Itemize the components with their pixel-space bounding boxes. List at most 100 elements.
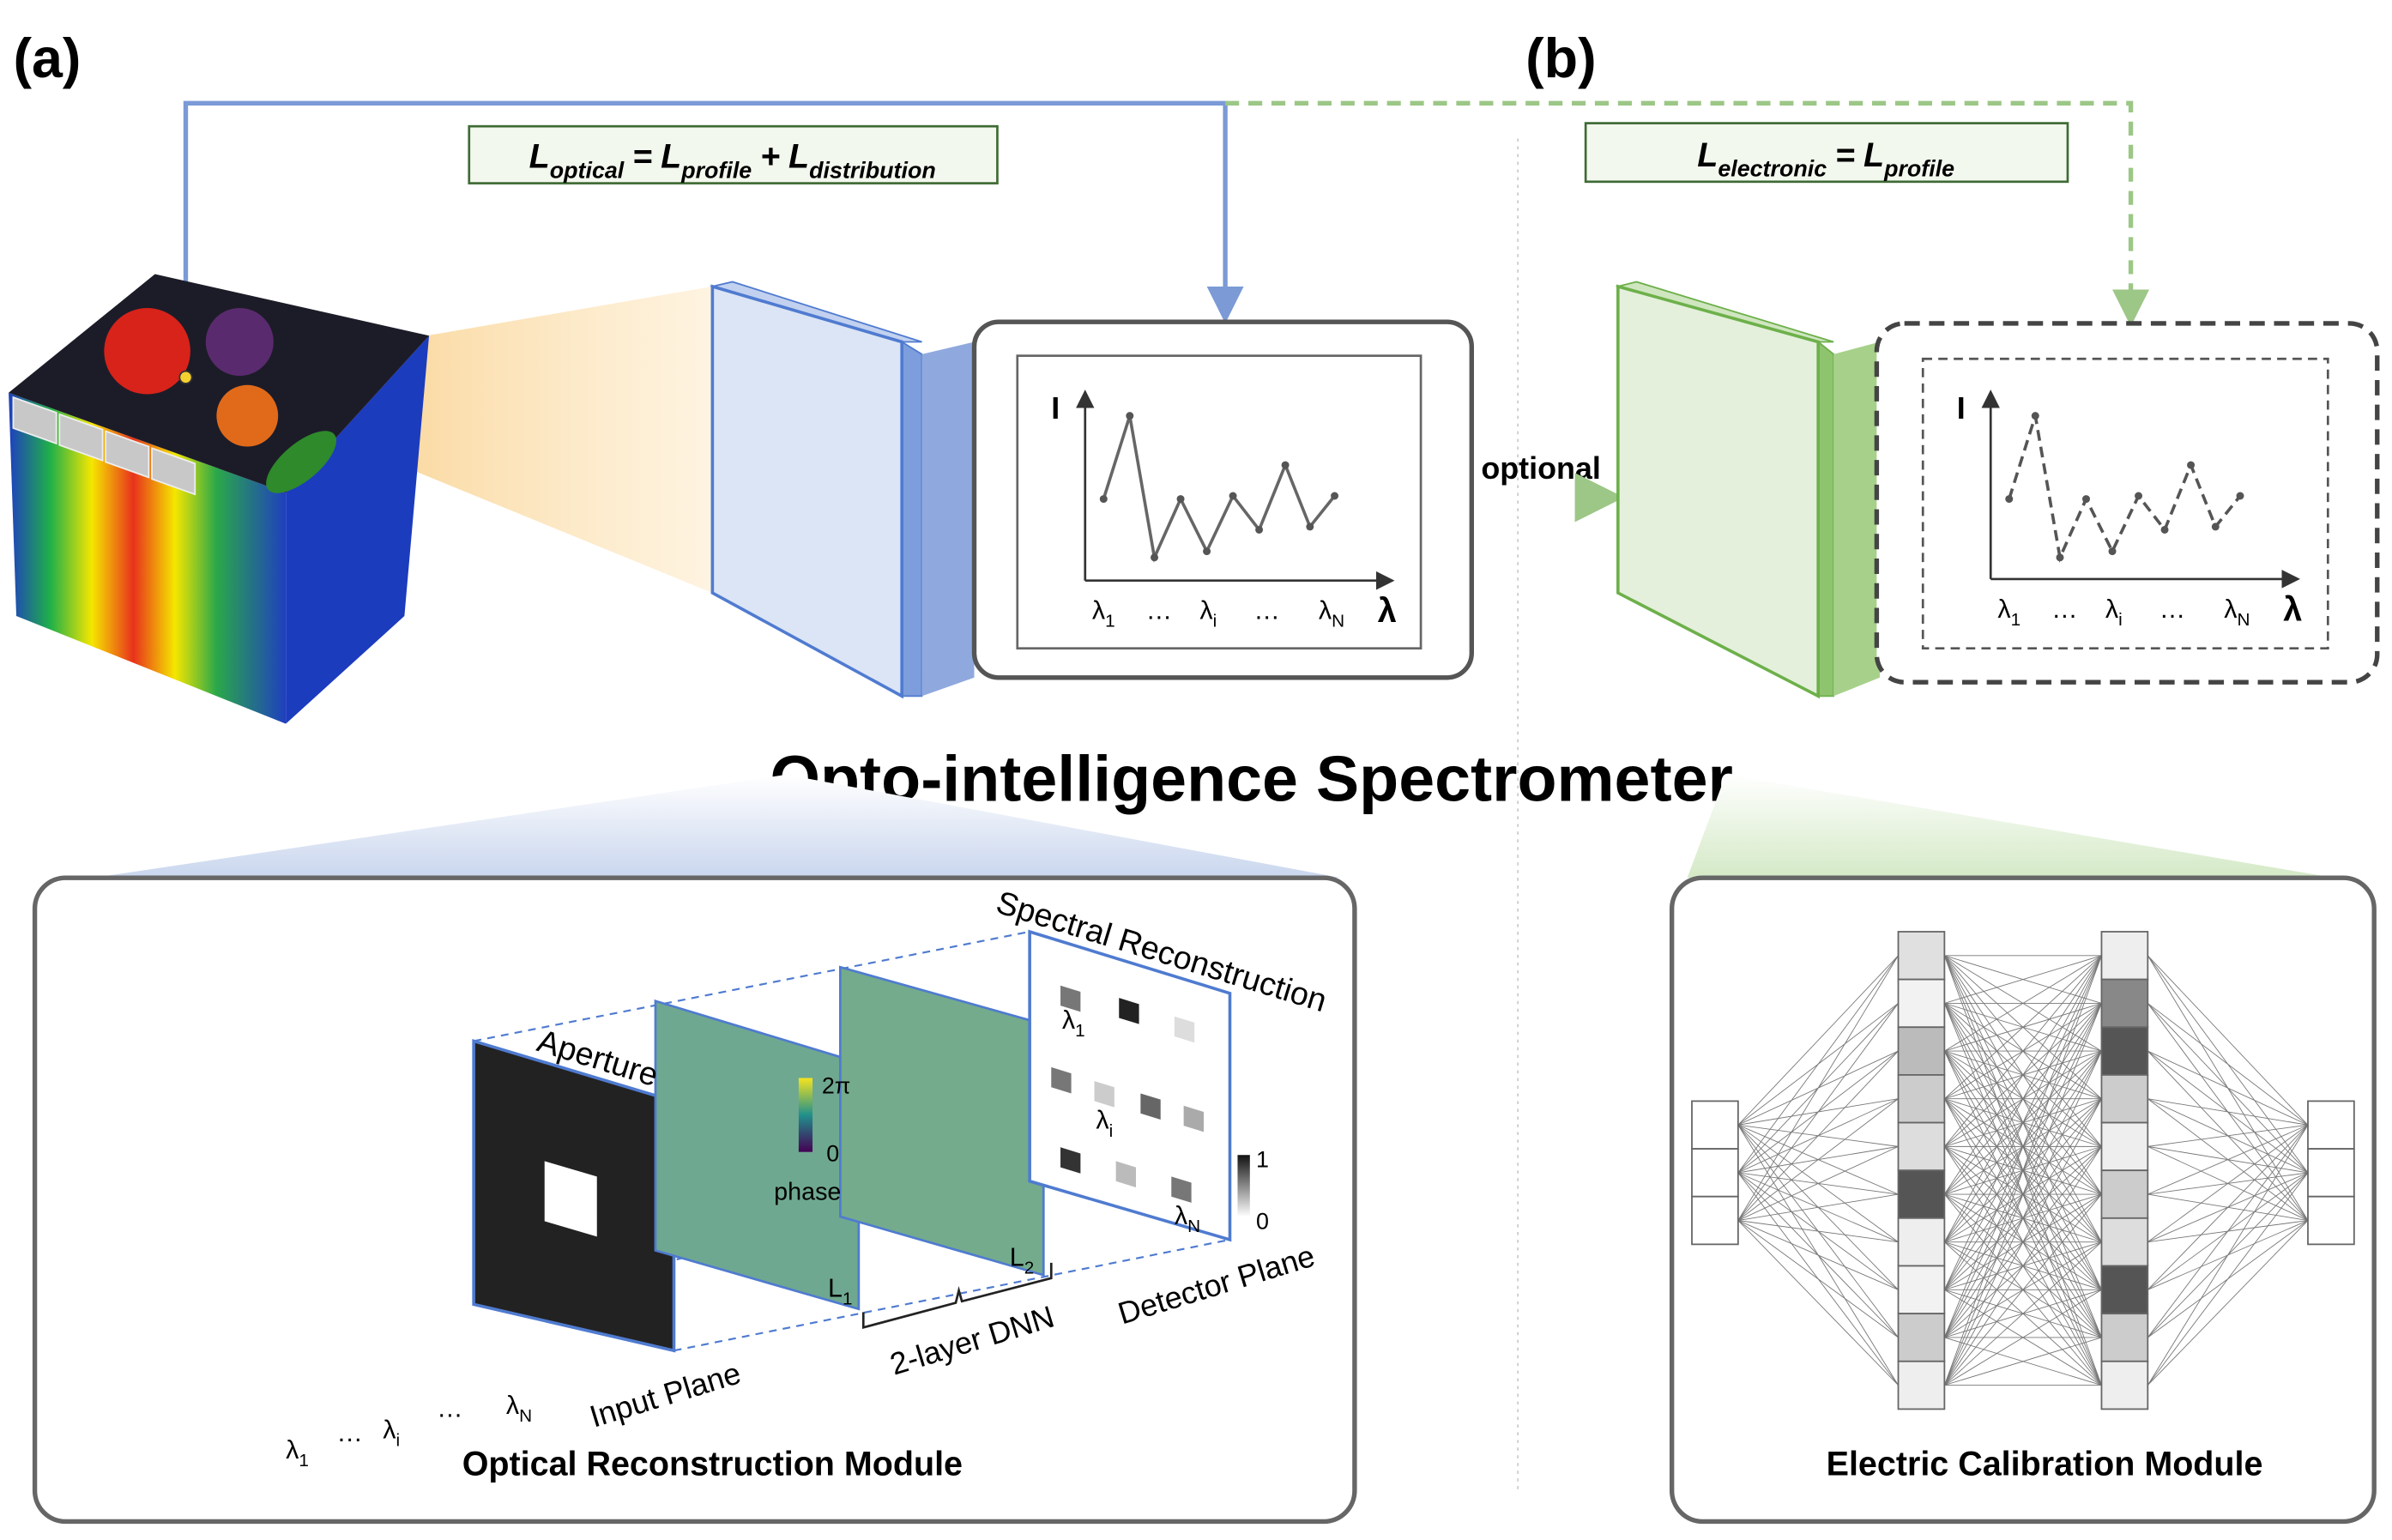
cube-tile [58,413,104,462]
text-main: λ [286,1435,299,1465]
spectrum-point [2005,495,2014,504]
connection [1943,1146,2102,1386]
x-tick-label: λN [1319,596,1344,631]
text-main: λ [1319,596,1332,625]
x-tick-label: … [2051,595,2078,624]
text-part: … [1146,596,1173,625]
connection [1944,955,2102,1147]
neuron [2100,978,2149,1029]
detector-pixel [1051,1066,1072,1094]
neuron [2100,1313,2149,1362]
beam [921,341,975,697]
input-lambda: λi [383,1416,400,1451]
text-main: L [661,138,681,176]
module-beam [1687,774,2335,879]
module-title: Electric Calibration Module [1827,1446,2263,1483]
cube-tile [151,447,196,496]
module-frame [1669,875,2377,1525]
connection [2147,1124,2309,1195]
plot-inner [1016,354,1423,650]
detector-pixel [1174,1016,1195,1043]
neuron [2100,931,2149,981]
connection [2147,1124,2309,1147]
neuron [1897,1313,1946,1362]
detector-lambda: λi [1096,1106,1113,1141]
neuron [2100,1169,2149,1219]
connection [1944,955,2102,1100]
neuron [1897,978,1946,1029]
text-sub: i [1213,612,1217,631]
text-part: … [1253,596,1280,625]
text-main: L [1010,1242,1024,1271]
spectrum-point [1176,495,1185,504]
spectrum-point [1255,525,1264,534]
connection [1737,1050,1899,1221]
input-lambda: λN [506,1391,532,1426]
connection [1737,1220,1899,1290]
text-main: λ [506,1391,519,1420]
detector-lambda: λ1 [1062,1006,1085,1041]
connection [2147,1125,2309,1386]
x-axis-label: λ [2283,590,2302,628]
connection [1943,955,2102,1195]
spectrum-point [1099,495,1108,504]
text-part: … [2051,595,2078,624]
colorbar-label: 0 [1256,1208,1269,1234]
cube-side [286,335,430,724]
neuron [1897,1121,1946,1172]
text-sub: i [396,1431,400,1451]
text-sub: 1 [1105,612,1115,631]
text-main: λ [2224,595,2237,624]
connection [1944,1337,2102,1386]
panel-label: (a) [13,27,81,89]
text-sub: 1 [843,1289,853,1309]
neuron [1897,1169,1946,1219]
connection [1943,1050,2102,1386]
spectrum-point [1203,547,1211,556]
connection [1737,955,1899,1221]
input-lambda: λ1 [286,1435,309,1471]
gray-colorbar [1237,1155,1250,1217]
input-lambda: … [336,1418,363,1447]
connection [1944,955,2102,1004]
loss-box [1584,122,2069,184]
flower [216,384,279,447]
plot-inner [1921,357,2329,650]
spectrum-point [2056,553,2064,562]
connection [1943,955,2102,1386]
connection [1737,955,1899,1126]
cube-tile [105,430,150,479]
text-part: + [760,138,780,176]
detector-pixel [1119,998,1139,1024]
neuron [1691,1195,1739,1246]
connection [2147,1003,2309,1126]
x-tick-label: … [2159,595,2186,624]
text-main: λ [1199,596,1212,625]
spectrum-point [2108,547,2117,556]
module-beam [93,774,1341,879]
aperture-hole [544,1161,597,1237]
connection [1737,1145,1899,1221]
input-lambda: … [437,1393,463,1422]
plate-side [901,340,923,698]
x-tick-label: … [1253,596,1280,625]
sample-point [178,370,193,384]
connection [1737,1003,1899,1221]
text-sub: N [519,1406,532,1426]
text-main: L [1863,136,1884,174]
text-main: λ [1096,1106,1108,1135]
guide-line [674,1238,1230,1352]
spectrum-point [2160,525,2169,534]
spectrum-point [2031,412,2039,420]
x-axis-label: λ [1378,592,1397,630]
spectrum-line [2008,415,2242,563]
text-part: … [437,1393,463,1422]
connection [2147,1172,2309,1386]
plot-frame [1874,321,2380,685]
connection [2147,1098,2309,1126]
spectrum-point [2135,492,2143,500]
text-main: λ [1997,595,2010,624]
text-sub: N [1187,1217,1200,1236]
optional-label: optional [1481,451,1600,486]
